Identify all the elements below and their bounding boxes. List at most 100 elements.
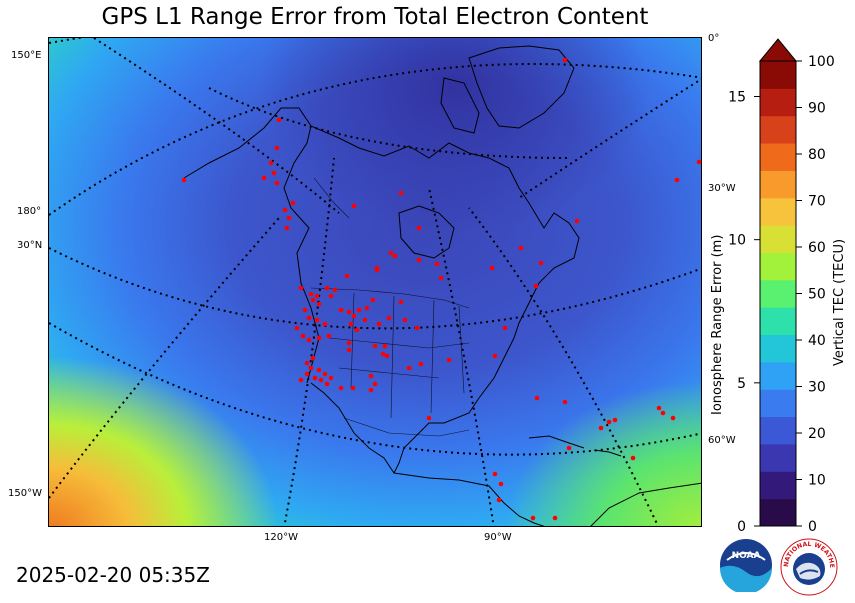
gps-station-marker	[348, 321, 354, 327]
tec-tick-label: 70	[808, 194, 826, 210]
gps-station-marker	[566, 445, 572, 451]
gps-station-marker	[380, 351, 386, 357]
gps-station-marker	[418, 361, 424, 367]
colorbar-swatch	[760, 115, 796, 144]
gps-station-marker	[370, 297, 376, 303]
timestamp: 2025-02-20 05:35Z	[16, 563, 210, 587]
tec-tick-label: 90	[808, 101, 826, 117]
gps-station-marker	[300, 333, 306, 339]
lon-label-180: 180°	[17, 206, 42, 217]
colorbar-swatch	[760, 307, 796, 336]
gps-station-marker	[310, 355, 316, 361]
svg-text:NOAA: NOAA	[732, 551, 761, 561]
gps-station-marker	[660, 410, 666, 416]
gps-station-marker	[426, 415, 432, 421]
colorbar-swatch	[760, 170, 796, 199]
gps-station-marker	[276, 117, 282, 123]
gps-station-marker	[306, 337, 312, 343]
gps-station-marker	[606, 419, 612, 425]
noaa-logo: NOAA	[720, 539, 772, 592]
gps-station-marker	[326, 333, 332, 339]
gps-station-marker	[314, 317, 320, 323]
gps-stations	[181, 57, 701, 521]
gps-station-marker	[351, 313, 357, 319]
tec-tick-label: 10	[808, 473, 826, 489]
gps-station-marker	[562, 399, 568, 405]
colorbar-swatch	[760, 361, 796, 390]
colorbar-swatch	[760, 471, 796, 500]
gps-station-marker	[534, 395, 540, 401]
colorbar-swatch	[760, 61, 796, 89]
gps-station-marker	[316, 367, 322, 373]
gps-station-marker	[356, 307, 362, 313]
gps-station-marker	[328, 293, 334, 299]
tec-tick-label: 80	[808, 147, 826, 163]
gps-station-marker	[344, 273, 350, 279]
gps-station-marker	[492, 471, 498, 477]
gps-station-marker	[290, 200, 296, 206]
gps-station-marker	[261, 175, 267, 181]
coastlines	[183, 45, 701, 526]
gps-station-marker	[630, 455, 636, 461]
colorbar-swatch	[760, 88, 796, 117]
colorbar-swatch	[760, 389, 796, 418]
gps-station-marker	[384, 353, 390, 359]
gps-station-marker	[489, 265, 495, 271]
gps-station-marker	[328, 375, 334, 381]
gps-station-marker	[362, 317, 368, 323]
lon-label-0: 0°	[708, 33, 720, 44]
gps-station-marker	[562, 57, 568, 63]
gps-station-marker	[538, 260, 544, 266]
gps-station-marker	[274, 145, 280, 151]
gps-station-marker	[346, 347, 352, 353]
gps-station-marker	[318, 377, 324, 383]
colorbar-swatch	[760, 143, 796, 171]
gps-station-marker	[388, 250, 394, 256]
gps-station-marker	[386, 315, 392, 321]
gps-station-marker	[492, 353, 498, 359]
gps-station-marker	[304, 360, 310, 366]
lon-label-60w: 60°W	[708, 435, 736, 446]
gps-station-marker	[314, 293, 320, 299]
lon-label-150w: 150°W	[8, 488, 42, 499]
gps-station-marker	[306, 315, 312, 321]
colorbar-swatch	[760, 252, 796, 281]
gps-station-marker	[414, 325, 420, 331]
gps-station-marker	[398, 299, 404, 305]
gps-station-marker	[346, 309, 352, 315]
lat-label-30n: 30°N	[17, 240, 43, 251]
colorbar-swatch	[760, 498, 796, 527]
gps-station-marker	[274, 180, 280, 186]
gps-station-marker	[406, 365, 412, 371]
gps-station-marker	[304, 371, 310, 377]
gps-station-marker	[674, 177, 680, 183]
gps-station-marker	[364, 305, 370, 311]
colorbar-swatch	[760, 416, 796, 445]
gps-station-marker	[518, 245, 524, 251]
range-error-tick-label: 15	[728, 90, 746, 106]
gps-station-marker	[530, 515, 536, 521]
gps-station-marker	[316, 301, 322, 307]
tec-tick-label: 40	[808, 333, 826, 349]
gps-station-marker	[446, 357, 452, 363]
gps-station-marker	[322, 371, 328, 377]
gps-station-marker	[284, 225, 290, 231]
colorbar-extend-arrow	[758, 38, 798, 62]
gps-station-marker	[574, 218, 580, 224]
gps-station-marker	[416, 257, 422, 263]
gps-station-marker	[286, 215, 292, 221]
gps-station-marker	[416, 225, 422, 231]
colorbar-swatches	[760, 61, 796, 527]
tec-tick-label: 60	[808, 240, 826, 256]
range-error-tick-label: 10	[728, 233, 746, 249]
lon-label-90w: 90°W	[484, 532, 512, 543]
range-error-ticks: 15 10 5 0	[728, 90, 760, 535]
gps-station-marker	[316, 335, 322, 341]
tec-tick-label: 0	[808, 519, 817, 535]
range-error-tick-label: 0	[737, 519, 746, 535]
tec-tick-label: 100	[808, 54, 835, 70]
gps-station-marker	[533, 283, 539, 289]
map-title: GPS L1 Range Error from Total Electron C…	[101, 4, 649, 30]
graticule	[49, 38, 701, 526]
